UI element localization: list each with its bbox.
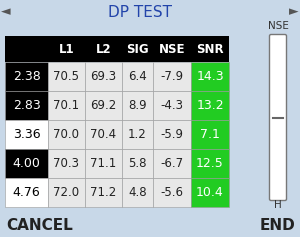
- FancyBboxPatch shape: [191, 149, 229, 178]
- FancyBboxPatch shape: [48, 62, 85, 91]
- FancyBboxPatch shape: [48, 120, 85, 149]
- Text: 14.3: 14.3: [196, 70, 224, 83]
- Text: 70.4: 70.4: [90, 128, 117, 141]
- FancyBboxPatch shape: [5, 62, 48, 91]
- Text: ◄: ◄: [1, 5, 11, 18]
- Text: SNR: SNR: [196, 42, 224, 55]
- FancyBboxPatch shape: [122, 91, 153, 120]
- Text: 69.3: 69.3: [90, 70, 117, 83]
- FancyBboxPatch shape: [191, 120, 229, 149]
- FancyBboxPatch shape: [48, 178, 85, 207]
- Text: 4.00: 4.00: [13, 157, 40, 170]
- Text: 7.1: 7.1: [200, 128, 220, 141]
- Text: -6.7: -6.7: [160, 157, 184, 170]
- Text: -5.9: -5.9: [160, 128, 184, 141]
- FancyBboxPatch shape: [5, 91, 48, 120]
- Text: CANCEL: CANCEL: [6, 218, 73, 232]
- FancyBboxPatch shape: [5, 120, 48, 149]
- Text: 13.2: 13.2: [196, 99, 224, 112]
- Text: ►: ►: [289, 5, 299, 18]
- Text: 4.8: 4.8: [128, 186, 147, 199]
- Text: 5.8: 5.8: [128, 157, 147, 170]
- FancyBboxPatch shape: [122, 120, 153, 149]
- FancyBboxPatch shape: [153, 120, 191, 149]
- FancyBboxPatch shape: [5, 178, 48, 207]
- Text: H: H: [274, 200, 282, 210]
- FancyBboxPatch shape: [153, 91, 191, 120]
- Text: DP TEST: DP TEST: [108, 5, 172, 19]
- Text: NSE: NSE: [159, 42, 185, 55]
- FancyBboxPatch shape: [122, 178, 153, 207]
- FancyBboxPatch shape: [48, 149, 85, 178]
- Text: SIG: SIG: [126, 42, 149, 55]
- Text: -5.6: -5.6: [160, 186, 184, 199]
- FancyBboxPatch shape: [191, 178, 229, 207]
- Text: L1: L1: [59, 42, 74, 55]
- FancyBboxPatch shape: [85, 91, 122, 120]
- Text: 71.1: 71.1: [90, 157, 117, 170]
- FancyBboxPatch shape: [191, 91, 229, 120]
- Text: NSE: NSE: [268, 21, 288, 31]
- Text: 71.2: 71.2: [90, 186, 117, 199]
- FancyBboxPatch shape: [85, 120, 122, 149]
- Text: 3.36: 3.36: [13, 128, 40, 141]
- FancyBboxPatch shape: [153, 62, 191, 91]
- FancyBboxPatch shape: [122, 149, 153, 178]
- Text: 2.83: 2.83: [13, 99, 40, 112]
- Text: -7.9: -7.9: [160, 70, 184, 83]
- Text: 1.2: 1.2: [128, 128, 147, 141]
- Text: 70.0: 70.0: [53, 128, 80, 141]
- FancyBboxPatch shape: [153, 178, 191, 207]
- FancyBboxPatch shape: [269, 35, 286, 201]
- Text: 72.0: 72.0: [53, 186, 80, 199]
- Text: END: END: [259, 218, 295, 232]
- Text: 8.9: 8.9: [128, 99, 147, 112]
- FancyBboxPatch shape: [5, 149, 48, 178]
- Text: 69.2: 69.2: [90, 99, 117, 112]
- FancyBboxPatch shape: [85, 178, 122, 207]
- FancyBboxPatch shape: [5, 36, 229, 62]
- Text: 70.1: 70.1: [53, 99, 80, 112]
- Text: -4.3: -4.3: [160, 99, 184, 112]
- Text: 10.4: 10.4: [196, 186, 224, 199]
- FancyBboxPatch shape: [153, 149, 191, 178]
- Text: 12.5: 12.5: [196, 157, 224, 170]
- FancyBboxPatch shape: [122, 62, 153, 91]
- Text: L2: L2: [96, 42, 111, 55]
- Text: 70.5: 70.5: [53, 70, 80, 83]
- Text: 70.3: 70.3: [53, 157, 80, 170]
- Text: 2.38: 2.38: [13, 70, 40, 83]
- FancyBboxPatch shape: [85, 149, 122, 178]
- Text: 4.76: 4.76: [13, 186, 40, 199]
- FancyBboxPatch shape: [48, 91, 85, 120]
- FancyBboxPatch shape: [85, 62, 122, 91]
- Text: 6.4: 6.4: [128, 70, 147, 83]
- FancyBboxPatch shape: [191, 62, 229, 91]
